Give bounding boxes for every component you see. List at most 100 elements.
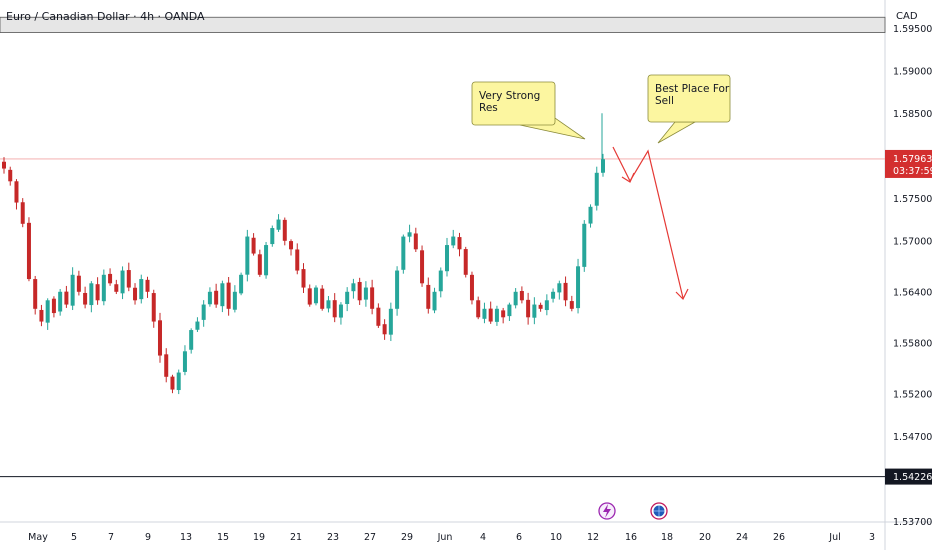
y-tick-label: 1.53700 <box>893 517 932 528</box>
candle-body <box>39 309 44 322</box>
y-tick-label: 1.57000 <box>893 236 932 247</box>
currency-label[interactable]: CAD <box>896 11 918 22</box>
candle-body <box>2 161 6 169</box>
callout-box <box>647 74 731 123</box>
support-price-tag <box>885 468 932 485</box>
candle-body <box>195 321 200 330</box>
candle-body <box>214 290 219 305</box>
candle-body <box>432 291 437 311</box>
candle-body <box>532 304 537 318</box>
y-tick-label: 1.55200 <box>893 389 932 400</box>
candle-body <box>126 270 131 288</box>
candle-body <box>245 236 250 275</box>
candle-body <box>588 206 593 224</box>
candle-body <box>114 284 119 292</box>
candle-body <box>33 279 38 309</box>
candle-body <box>469 274 474 301</box>
support-price-label: 1.54226 <box>893 472 932 483</box>
candle-body <box>376 307 381 326</box>
x-tick-label: Jul <box>828 532 840 543</box>
x-tick-label: Jun <box>437 532 453 543</box>
globe-icon[interactable] <box>650 502 668 520</box>
candle-body <box>507 304 512 317</box>
candle-body <box>301 269 306 288</box>
x-tick-label: 21 <box>290 532 302 543</box>
candle-body <box>108 273 113 284</box>
candle-body <box>176 372 181 391</box>
x-tick-label: 5 <box>71 532 77 543</box>
countdown-label: 03:37:59 <box>893 166 932 177</box>
symbol-title: Euro / Canadian Dollar · 4h · OANDA <box>6 10 205 23</box>
candle-body <box>445 245 450 272</box>
candle-body <box>407 232 412 237</box>
candle-body <box>544 300 549 311</box>
callout-text: Sell <box>655 95 674 107</box>
candle-body <box>45 300 50 323</box>
x-tick-label: 29 <box>401 532 413 543</box>
callout-text: Res <box>479 102 498 114</box>
candle-body <box>264 245 269 276</box>
candle-body <box>257 254 262 275</box>
candle-body <box>413 233 418 250</box>
candle-body <box>594 172 599 206</box>
resistance-zone[interactable] <box>0 16 886 33</box>
candle-body <box>313 287 318 304</box>
candle-body <box>582 223 587 267</box>
candle-body <box>488 308 493 322</box>
candle-body <box>494 308 499 322</box>
candle-body <box>382 324 387 335</box>
candle-body <box>101 274 106 302</box>
candle-body <box>58 291 63 312</box>
x-tick-label: May <box>28 532 48 543</box>
candle-body <box>226 282 231 309</box>
candle-body <box>551 291 556 299</box>
y-tick-label: 1.56400 <box>893 287 932 298</box>
x-tick-label: 18 <box>661 532 673 543</box>
x-tick-label: 26 <box>773 532 785 543</box>
candle-body <box>420 250 425 284</box>
candle-body <box>83 292 88 305</box>
candle-body <box>395 270 400 309</box>
candle-body <box>338 304 343 318</box>
candle-body <box>207 291 212 305</box>
x-tick-label: 27 <box>364 532 376 543</box>
candle-body <box>14 181 19 203</box>
y-tick-label: 1.57500 <box>893 194 932 205</box>
candle-body <box>157 320 162 356</box>
projection-path[interactable] <box>612 146 684 299</box>
candle-body <box>170 376 175 390</box>
candle-body <box>345 291 350 304</box>
lightning-icon[interactable] <box>598 502 616 520</box>
x-tick-label: 12 <box>587 532 599 543</box>
last-price-tag <box>885 149 932 178</box>
candle-body <box>95 284 100 301</box>
candle-body <box>438 270 443 292</box>
candle-body <box>20 202 25 224</box>
candle-body <box>270 228 275 245</box>
candle-body <box>363 287 368 300</box>
candle-body <box>476 300 481 318</box>
candle-body <box>133 287 138 301</box>
candle-body <box>120 270 125 294</box>
candle-body <box>189 330 194 350</box>
candle-body <box>538 304 543 309</box>
candle-body <box>519 291 524 301</box>
candle-body <box>557 283 562 293</box>
candle-body <box>276 219 281 230</box>
callout-text: Very Strong <box>479 90 540 102</box>
arrowhead <box>675 288 689 301</box>
candle-body <box>326 300 331 309</box>
x-tick-label: 9 <box>145 532 151 543</box>
x-tick-label: 13 <box>180 532 192 543</box>
candle-body <box>239 274 244 294</box>
arrowhead <box>621 172 635 183</box>
x-tick-label: 3 <box>869 532 875 543</box>
candle-body <box>332 300 337 318</box>
x-tick-label: 16 <box>625 532 637 543</box>
callout-pointer <box>657 121 697 144</box>
candle-body <box>576 266 581 309</box>
candle-body <box>451 236 456 246</box>
